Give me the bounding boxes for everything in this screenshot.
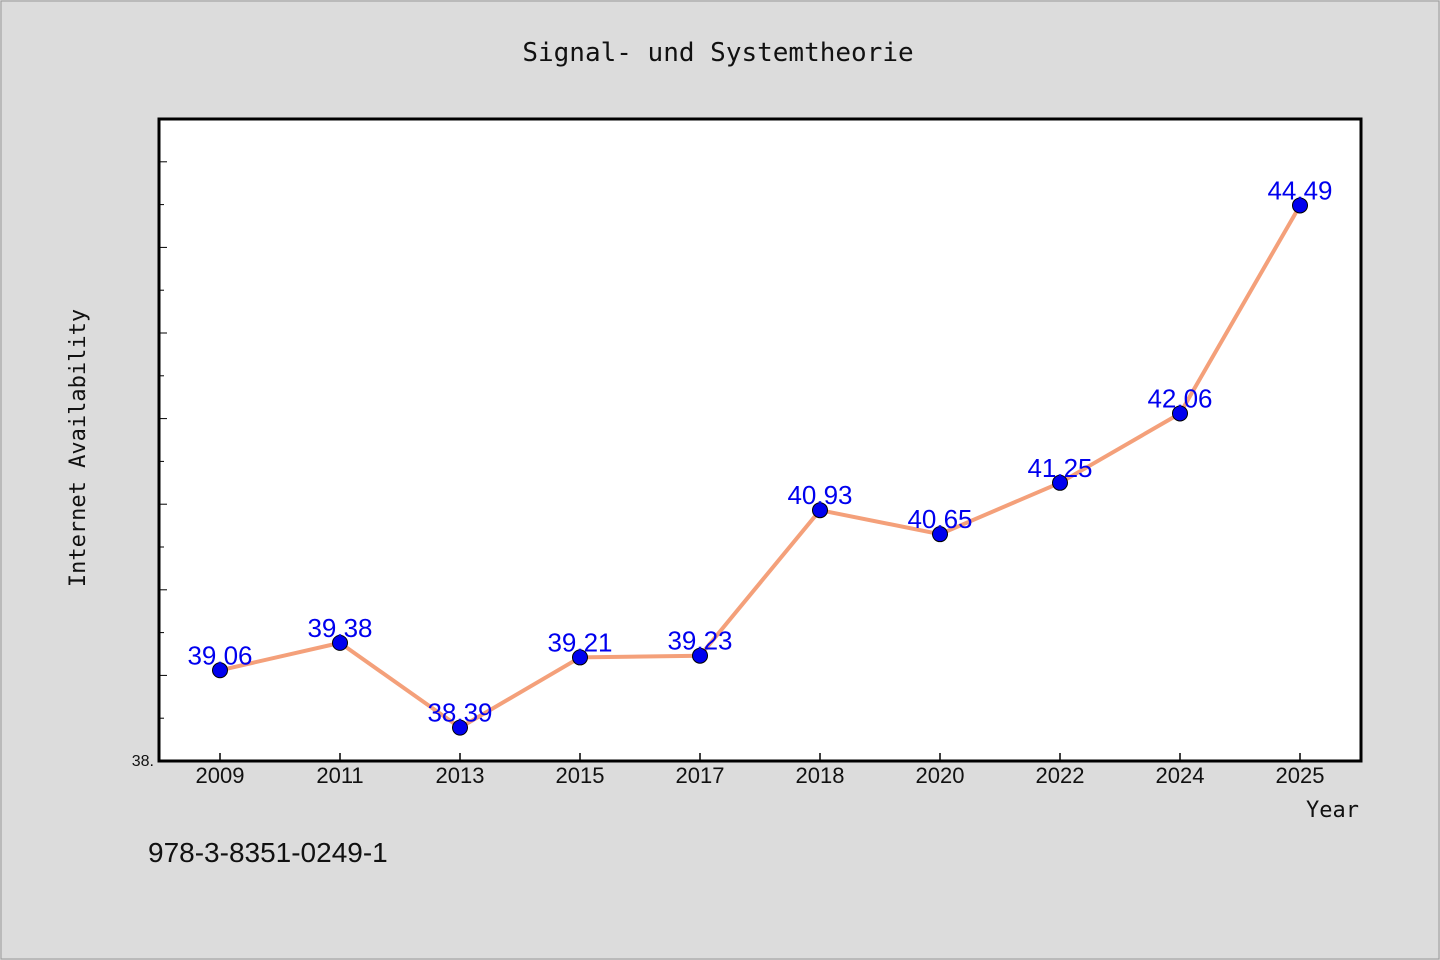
x-tick-label: 2011 xyxy=(316,763,363,788)
data-label: 40.65 xyxy=(907,504,972,534)
data-point xyxy=(452,719,468,736)
data-label: 39.06 xyxy=(187,640,252,670)
data-label: 39.38 xyxy=(307,613,372,643)
data-point xyxy=(572,649,588,666)
data-point xyxy=(932,526,948,543)
data-label: 42.06 xyxy=(1147,383,1212,413)
x-tick-label: 2024 xyxy=(1156,763,1205,788)
data-label: 39.23 xyxy=(667,626,732,656)
data-point xyxy=(1172,405,1188,422)
data-label: 44.49 xyxy=(1267,175,1332,205)
data-label: 40.93 xyxy=(787,480,852,510)
y-axis-min-label: 38. xyxy=(132,753,154,770)
x-tick-label: 2013 xyxy=(436,763,485,788)
data-point xyxy=(812,502,828,519)
data-point xyxy=(1052,474,1068,491)
data-point xyxy=(1292,197,1308,214)
x-tick-label: 2009 xyxy=(196,763,245,788)
data-point xyxy=(332,634,348,651)
data-label: 38.39 xyxy=(427,698,492,728)
plot-area xyxy=(157,117,1363,763)
data-label: 41.25 xyxy=(1027,453,1092,483)
isbn-text: 978-3-8351-0249-1 xyxy=(148,837,388,868)
x-tick-label: 2017 xyxy=(676,763,725,788)
chart-title: Signal- und Systemtheorie xyxy=(522,38,913,68)
x-tick-label: 2018 xyxy=(796,763,845,788)
x-axis-ticks: 2009 2011 2013 2015 2017 2018 2020 2022 2024 2025 xyxy=(196,753,1325,788)
x-tick-label: 2025 xyxy=(1276,763,1325,788)
data-label: 39.21 xyxy=(547,627,612,657)
series-group: 39.06 39.38 38.39 39.21 39.23 40.93 40.65 41.25… xyxy=(187,175,1333,736)
series-line xyxy=(218,203,1302,730)
data-point xyxy=(212,662,228,679)
y-axis-ticks xyxy=(159,118,167,719)
data-point xyxy=(692,647,708,664)
y-axis-label: Internet Availability xyxy=(66,309,91,587)
x-tick-label: 2022 xyxy=(1036,763,1085,788)
x-axis-label: Year xyxy=(1306,798,1359,823)
x-tick-label: 2020 xyxy=(916,763,965,788)
x-tick-label: 2015 xyxy=(556,763,605,788)
